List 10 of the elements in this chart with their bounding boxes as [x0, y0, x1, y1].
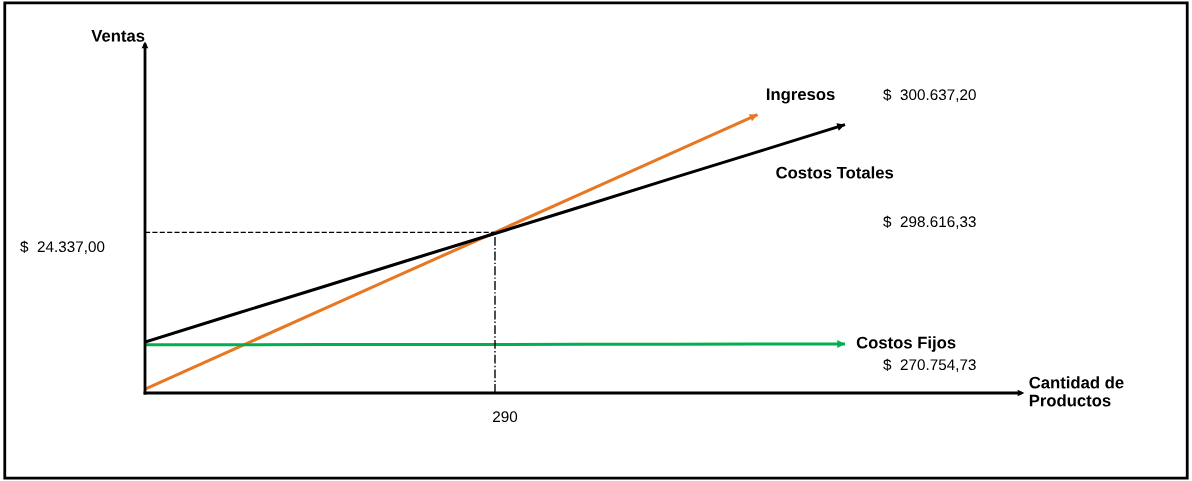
- y-axis-title: Ventas: [91, 30, 145, 42]
- annotation: $ 298.616,33: [883, 215, 976, 229]
- series-label: Costos Totales: [776, 166, 894, 179]
- text: $ 24.337,00: [20, 240, 105, 254]
- series-label: Costos Fijos: [856, 336, 956, 352]
- x-axis-title: Cantidad de Productos: [1029, 376, 1124, 407]
- annotation: $ 270.754,73: [883, 358, 976, 372]
- text: $ 300.637,20: [883, 88, 976, 102]
- text: 290: [493, 411, 518, 423]
- series-label: Ingresos: [766, 88, 835, 104]
